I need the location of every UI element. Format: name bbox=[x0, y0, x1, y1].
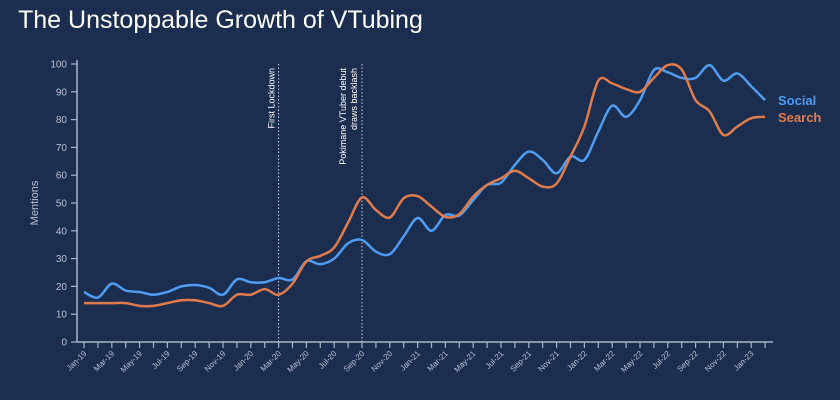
x-tick-label: Jan-20 bbox=[232, 349, 256, 373]
legend-label-social: Social bbox=[778, 93, 816, 108]
x-tick-label: Sep-20 bbox=[342, 349, 367, 374]
x-tick-label: Jan-23 bbox=[732, 349, 756, 373]
y-tick-label: 30 bbox=[56, 254, 68, 265]
axes: 0 10 20 30 40 50 60 70 80 90 100 Jan-19 Mar-19 May-19… bbox=[50, 60, 774, 375]
x-tick-label: Jul-20 bbox=[317, 349, 339, 371]
y-tick-label: 20 bbox=[56, 282, 68, 293]
y-tick-label: 60 bbox=[56, 171, 68, 182]
y-axis-label: Mentions bbox=[29, 180, 41, 225]
y-tick-label: 100 bbox=[50, 60, 67, 71]
x-tick-label: Jul-19 bbox=[150, 349, 172, 371]
x-tick-label: Nov-21 bbox=[536, 349, 561, 374]
y-tick-label: 50 bbox=[56, 199, 68, 210]
series-lines: Social Search bbox=[83, 63, 821, 308]
x-tick-label: Sep-19 bbox=[175, 349, 200, 374]
y-tick-label: 40 bbox=[56, 226, 68, 237]
x-tick-label: Nov-19 bbox=[203, 349, 228, 374]
annotation-label: draws backlash bbox=[349, 68, 359, 130]
series-line-social bbox=[83, 63, 766, 299]
chart-title: The Unstoppable Growth of VTubing bbox=[18, 6, 423, 34]
x-tick-label: Jan-22 bbox=[565, 349, 589, 373]
legend-label-search: Search bbox=[778, 110, 821, 125]
x-tick-label: Jul-21 bbox=[484, 349, 506, 371]
annotations: First Lockdown Pokimane VTuber debut draws… bbox=[267, 64, 363, 342]
series-line-search bbox=[84, 63, 766, 308]
x-tick-label: Mar-20 bbox=[259, 349, 284, 374]
x-tick-label: Jan-21 bbox=[398, 349, 422, 373]
x-tick-label: May-22 bbox=[619, 349, 645, 375]
annotation-label: First Lockdown bbox=[267, 68, 277, 129]
x-tick-label: Jan-19 bbox=[65, 349, 89, 373]
y-tick-label: 70 bbox=[56, 143, 68, 154]
x-tick-label: May-19 bbox=[119, 349, 145, 375]
y-tick-label: 90 bbox=[56, 87, 68, 98]
x-tick-label: Nov-22 bbox=[703, 349, 728, 374]
y-tick-label: 0 bbox=[61, 338, 67, 349]
y-tick-label: 80 bbox=[56, 115, 68, 126]
x-tick-label: Nov-20 bbox=[370, 349, 395, 374]
x-tick-label: Jul-22 bbox=[650, 349, 672, 371]
x-tick-label: Sep-22 bbox=[675, 349, 700, 374]
x-tick-label: Sep-21 bbox=[509, 349, 534, 374]
x-tick-label: Mar-22 bbox=[592, 349, 617, 374]
x-tick-label: May-20 bbox=[286, 349, 312, 375]
annotation-label: Pokimane VTuber debut bbox=[338, 68, 348, 165]
x-tick-label: May-21 bbox=[452, 349, 478, 375]
y-tick-label: 10 bbox=[56, 310, 68, 321]
x-tick-label: Mar-21 bbox=[426, 349, 451, 374]
x-tick-label: Mar-19 bbox=[92, 349, 117, 374]
